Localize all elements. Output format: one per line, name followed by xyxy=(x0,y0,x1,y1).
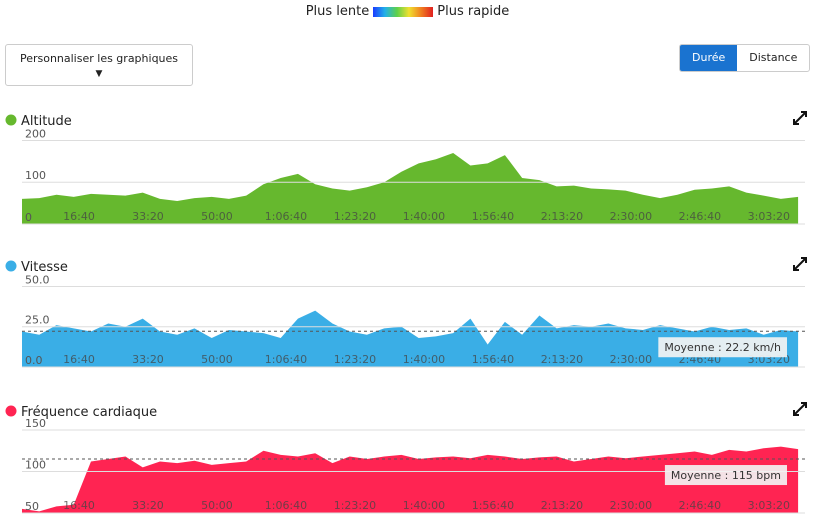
x-tick-label: 1:23:20 xyxy=(334,353,376,366)
x-tick-label: 1:40:00 xyxy=(403,353,445,366)
x-tick-label: 50:00 xyxy=(201,353,233,366)
y-tick-label: 0 xyxy=(25,211,32,224)
average-label: Moyenne : 115 bpm xyxy=(671,469,781,482)
average-badge xyxy=(664,465,787,486)
average-badge xyxy=(658,337,787,358)
dropdown-arrow: ▼ xyxy=(95,69,103,79)
expand-icon[interactable] xyxy=(793,111,807,125)
x-tick-label: 2:13:20 xyxy=(541,210,583,223)
y-tick-label: 50 xyxy=(25,500,39,513)
y-tick-label: 150 xyxy=(25,417,46,430)
chart-title: Fréquence cardiaque xyxy=(21,405,157,420)
x-tick-label: 33:20 xyxy=(132,353,164,366)
x-tick-label: 3:03:20 xyxy=(748,499,790,512)
expand-icon[interactable] xyxy=(793,257,807,271)
y-tick-label: 200 xyxy=(25,127,46,140)
x-tick-label: 1:23:20 xyxy=(334,210,376,223)
x-tick-label: 2:30:00 xyxy=(610,353,652,366)
average-label: Moyenne : 22.2 km/h xyxy=(664,341,781,354)
speed-legend: Plus lente Plus rapide xyxy=(0,4,815,19)
x-tick-label: 2:13:20 xyxy=(541,353,583,366)
x-tick-label: 1:06:40 xyxy=(265,210,307,223)
legend-gradient xyxy=(373,6,434,17)
y-tick-label: 100 xyxy=(25,169,46,182)
area xyxy=(22,310,799,367)
area xyxy=(22,152,799,224)
customize-label: Personnaliser les graphiques xyxy=(19,52,179,65)
x-tick-label: 1:40:00 xyxy=(403,499,445,512)
x-tick-label: 2:13:20 xyxy=(541,499,583,512)
x-tick-label: 1:56:40 xyxy=(472,499,514,512)
x-tick-label: 1:06:40 xyxy=(265,499,307,512)
y-tick-label: 50.0 xyxy=(25,273,50,286)
x-tick-label: 2:46:40 xyxy=(679,499,721,512)
x-tick-label: 16:40 xyxy=(63,499,95,512)
x-tick-label: 16:40 xyxy=(63,210,95,223)
y-tick-label: 0.0 xyxy=(25,354,43,367)
axis-toggle: Durée Distance xyxy=(679,44,811,72)
toggle-duration[interactable]: Durée xyxy=(680,45,738,71)
x-tick-label: 33:20 xyxy=(132,499,164,512)
y-tick-label: 25.0 xyxy=(25,314,50,327)
legend-slow: Plus lente xyxy=(305,4,370,19)
x-tick-label: 50:00 xyxy=(201,499,233,512)
x-tick-label: 50:00 xyxy=(201,210,233,223)
x-tick-label: 2:30:00 xyxy=(610,499,652,512)
chart-title: Vitesse xyxy=(21,260,68,275)
x-tick-label: 1:40:00 xyxy=(403,210,445,223)
x-tick-label: 1:23:20 xyxy=(334,499,376,512)
customize-button[interactable]: Personnaliser les graphiques ▼ xyxy=(5,44,193,86)
series-dot xyxy=(5,260,17,272)
legend-fast: Plus rapide xyxy=(437,4,510,19)
x-tick-label: 1:56:40 xyxy=(472,210,514,223)
x-tick-label: 1:56:40 xyxy=(472,353,514,366)
series-dot xyxy=(5,405,17,417)
y-tick-label: 100 xyxy=(25,458,46,471)
x-tick-label: 3:03:20 xyxy=(748,210,790,223)
series-dot xyxy=(5,114,17,126)
toggle-distance[interactable]: Distance xyxy=(749,51,798,64)
x-tick-label: 2:46:40 xyxy=(679,210,721,223)
x-tick-label: 1:06:40 xyxy=(265,353,307,366)
expand-icon[interactable] xyxy=(793,402,807,416)
x-tick-label: 33:20 xyxy=(132,210,164,223)
x-tick-label: 2:30:00 xyxy=(610,210,652,223)
area xyxy=(22,446,799,513)
x-tick-label: 16:40 xyxy=(63,353,95,366)
chart-title: Altitude xyxy=(21,114,72,129)
